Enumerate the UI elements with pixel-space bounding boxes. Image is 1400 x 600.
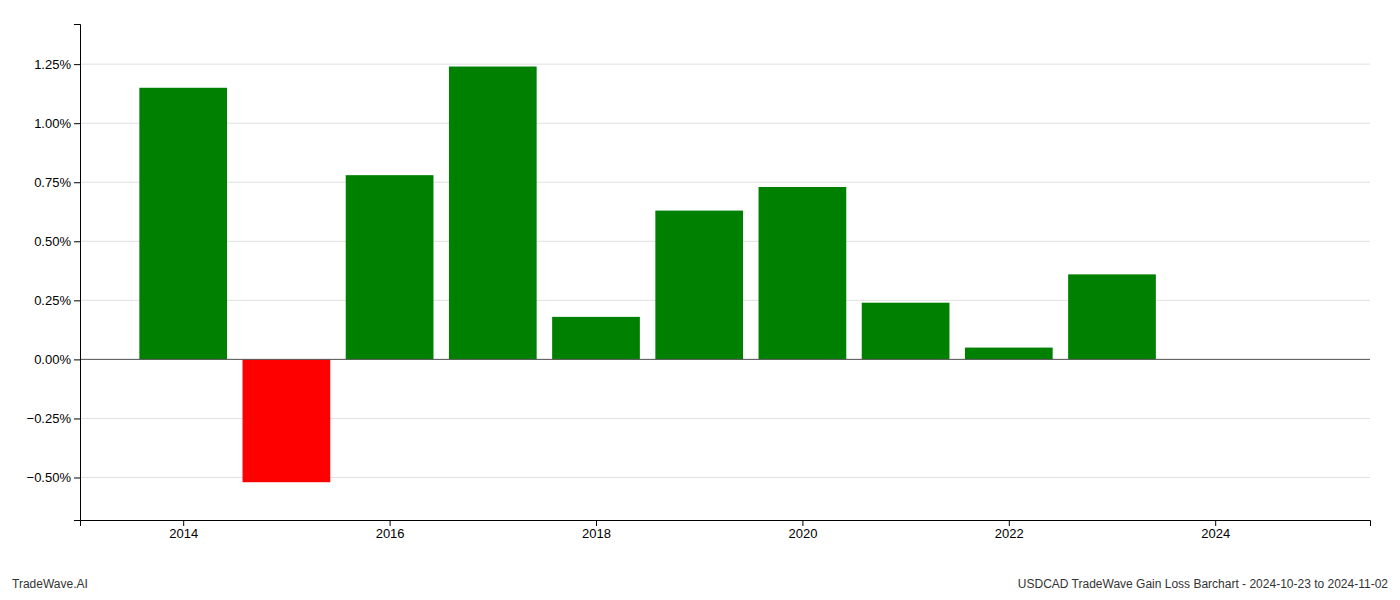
x-tick-label: 2016 (376, 526, 405, 541)
y-tick: 0.25% (34, 293, 80, 308)
x-tick-mark (596, 520, 597, 526)
y-tick-label: 1.25% (34, 57, 71, 72)
y-tick-label: 0.50% (34, 234, 71, 249)
bar (1068, 274, 1156, 359)
x-tick: 2020 (788, 520, 817, 541)
y-tick-mark (74, 477, 80, 478)
x-tick-label: 2024 (1201, 526, 1230, 541)
x-tick-label: 2018 (582, 526, 611, 541)
x-tick: 2022 (995, 520, 1024, 541)
plot-area (139, 67, 1156, 483)
grid-line (80, 64, 1370, 65)
y-tick: 0.00% (34, 352, 80, 367)
x-tick-mark (1009, 520, 1010, 526)
y-tick-mark (74, 300, 80, 301)
x-axis-line (81, 521, 1371, 527)
y-tick-mark (74, 123, 80, 124)
bar (243, 359, 331, 482)
y-tick-mark (74, 64, 80, 65)
y-tick-label: −0.50% (27, 470, 72, 485)
y-tick-label: 1.00% (34, 116, 71, 131)
grid-line (80, 123, 1370, 124)
zero-line (80, 359, 1370, 360)
x-tick: 2014 (169, 520, 198, 541)
x-tick-mark (390, 520, 391, 526)
x-tick-label: 2022 (995, 526, 1024, 541)
grid-line (80, 182, 1370, 183)
x-tick-mark (1215, 520, 1216, 526)
bar (655, 211, 743, 360)
y-tick-mark (74, 418, 80, 419)
y-tick-label: 0.75% (34, 175, 71, 190)
x-tick: 2018 (582, 520, 611, 541)
y-tick-mark (74, 241, 80, 242)
x-tick: 2016 (376, 520, 405, 541)
bar (862, 303, 950, 360)
y-tick-label: 0.00% (34, 352, 71, 367)
footer: TradeWave.AI USDCAD TradeWave Gain Loss B… (12, 577, 1388, 591)
y-axis: −0.50% −0.25% 0.00% 0.25% 0.50% 0.75% 1.00% 1.2… (27, 25, 81, 521)
y-tick-label: 0.25% (34, 293, 71, 308)
x-tick-mark (183, 520, 184, 526)
chart: −0.50% −0.25% 0.00% 0.25% 0.50% 0.75% 1.00% 1.2… (0, 0, 1400, 600)
footer-text: USDCAD TradeWave Gain Loss Barchart - 20… (1018, 577, 1389, 591)
y-tick: 0.75% (34, 175, 80, 190)
x-tick-label: 2020 (788, 526, 817, 541)
footer-text: TradeWave.AI (12, 577, 88, 591)
bar (139, 88, 227, 360)
bar (965, 348, 1053, 360)
y-tick-mark (74, 182, 80, 183)
bar (449, 67, 537, 360)
grid-line (80, 359, 1370, 360)
y-tick: 0.50% (34, 234, 80, 249)
bar (346, 175, 434, 359)
y-tick: 1.25% (34, 57, 80, 72)
bar (759, 187, 847, 359)
x-tick: 2024 (1201, 520, 1230, 541)
y-axis-line (74, 25, 81, 521)
y-tick: 1.00% (34, 116, 80, 131)
x-axis: 2014 2016 2018 2020 2022 2024 (81, 520, 1371, 541)
x-tick-label: 2014 (169, 526, 198, 541)
y-tick: −0.25% (27, 411, 80, 426)
y-tick: −0.50% (27, 470, 80, 485)
y-tick-label: −0.25% (27, 411, 72, 426)
x-tick-mark (802, 520, 803, 526)
bar (552, 317, 640, 360)
y-tick-mark (74, 359, 80, 360)
